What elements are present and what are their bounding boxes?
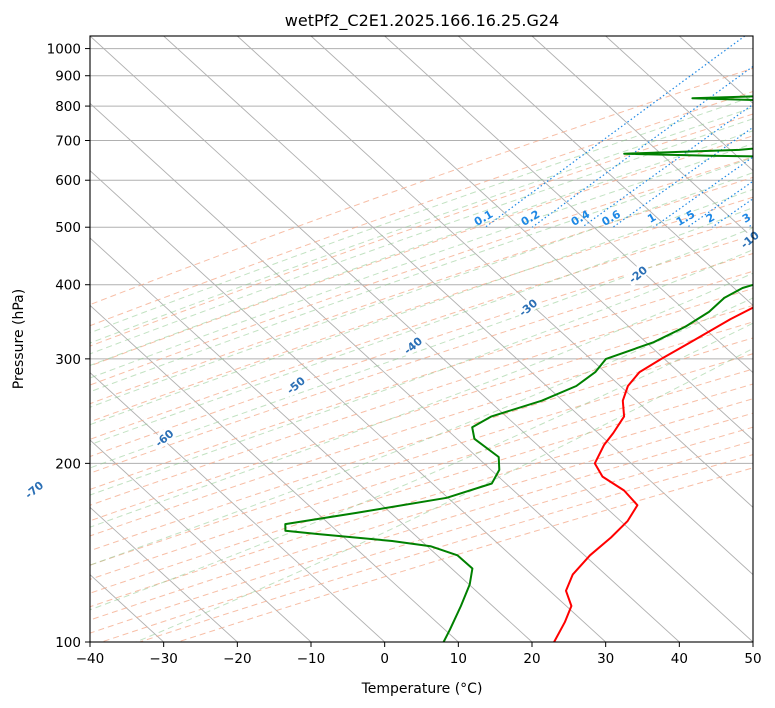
y-tick-label: 900: [55, 69, 81, 85]
y-tick-label: 800: [55, 99, 81, 115]
moist-adiabat: [90, 207, 753, 446]
mixing-ratio-line: [581, 103, 753, 228]
chart-title: wetPf2_C2E1.2025.166.16.25.G24: [285, 11, 559, 31]
mixing-ratio-line: [747, 223, 753, 228]
x-tick-label: −20: [223, 651, 252, 667]
isotherm-line: [384, 36, 753, 374]
dry-label-bg: [282, 372, 309, 398]
x-tick-label: 30: [597, 651, 614, 667]
dry-adiabat: [90, 176, 753, 405]
x-tick-label: 10: [450, 651, 467, 667]
dry-adiabat: [90, 113, 753, 347]
x-tick-label: 20: [523, 651, 540, 667]
isotherm-line: [90, 439, 312, 642]
mixing-ratio-label: 2: [704, 211, 717, 226]
mixing-ratio-label: 3: [740, 211, 753, 226]
dry-adiabat: [90, 67, 753, 306]
temperature-line: [553, 306, 753, 642]
isotherm-line: [90, 170, 606, 642]
y-tick-label: 300: [55, 352, 81, 368]
isopleth-labels: 0.10.20.40.611.523-100-90-80-70-60-50-40…: [20, 208, 763, 503]
moist-adiabat: [90, 172, 753, 408]
plot-frame: [89, 35, 754, 643]
x-tick-label: −40: [76, 651, 105, 667]
moist-adiabat: [90, 249, 753, 496]
y-tick-label: 700: [55, 133, 81, 149]
x-tick-label: 50: [744, 651, 761, 667]
dry-adiabat: [90, 90, 753, 327]
mixing-ratio-line: [711, 198, 753, 228]
mixing-ratio-line: [484, 36, 746, 228]
mixing-ratio-label: 0.6: [600, 208, 624, 229]
dry-label-bg: [399, 332, 426, 358]
y-axis-label: Pressure (hPa): [11, 289, 27, 389]
dewpoint-line: [284, 95, 753, 642]
isotherm-line: [90, 237, 533, 642]
dry-adiabat: [90, 353, 753, 566]
mixing-ratio-label: 0.2: [519, 208, 542, 229]
dry-label-bg: [20, 476, 48, 503]
moist-adiabat: [90, 322, 753, 611]
dry-adiabat: [177, 467, 753, 642]
dry-adiabat: [90, 215, 753, 440]
mixing-ratio-label: 0.4: [569, 208, 593, 229]
dry-label-bg: [150, 424, 178, 451]
dry-adiabat: [90, 383, 753, 594]
isotherm-line: [310, 36, 753, 441]
y-tick-label: 600: [55, 173, 81, 189]
y-tick-label: 400: [55, 278, 81, 294]
y-tick-label: 1000: [47, 42, 81, 58]
mixing-ratio-label: 0.1: [472, 208, 495, 229]
x-tick-label: 40: [671, 651, 688, 667]
x-tick-label: 0: [380, 651, 389, 667]
y-tick-label: 200: [55, 456, 81, 472]
dry-adiabat: [101, 440, 753, 642]
isotherm-line: [458, 36, 753, 306]
x-tick-label: −10: [297, 651, 326, 667]
x-tick-label: −30: [149, 651, 178, 667]
isotherm-line: [752, 36, 753, 37]
x-axis-label: Temperature (°C): [361, 681, 483, 697]
dry-label-bg: [736, 226, 763, 252]
x-axis: −40 −30 −20 −10 0 10 20 30 40 50: [76, 642, 762, 667]
isotherm-line: [90, 506, 238, 642]
isotherm-line: [237, 36, 753, 508]
isotherm-line: [605, 36, 753, 172]
dry-adiabat: [90, 270, 753, 490]
dry-label-bg: [624, 261, 652, 287]
isotherm-line: [90, 304, 459, 642]
traces: [284, 95, 753, 642]
isotherm-line: [531, 36, 753, 239]
mixing-ratio-label: 1: [645, 211, 658, 226]
dry-adiabat: [90, 304, 753, 522]
mixing-ratio-line: [531, 65, 753, 228]
y-tick-label: 500: [55, 220, 81, 236]
moist-adiabat: [135, 347, 753, 642]
moist-adiabat: [90, 118, 753, 355]
isotherm-line: [90, 102, 680, 642]
dry-label-bg: [514, 294, 542, 320]
moist-adiabat: [90, 272, 753, 528]
isotherm-line: [90, 372, 385, 642]
isotherm-line: [163, 36, 753, 576]
y-axis: 100 200 300 400 500 600 700 800 900 1000: [47, 42, 90, 651]
dry-adiabat: [90, 321, 753, 537]
y-tick-label: 100: [55, 635, 81, 651]
